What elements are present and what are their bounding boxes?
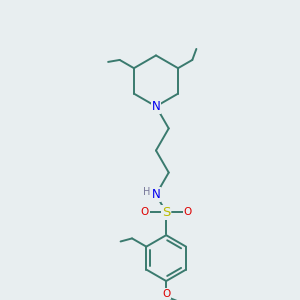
- Text: O: O: [140, 207, 149, 217]
- Text: S: S: [162, 206, 170, 219]
- Text: O: O: [184, 207, 192, 217]
- Text: N: N: [152, 188, 160, 201]
- Text: N: N: [152, 100, 160, 113]
- Text: O: O: [162, 289, 170, 298]
- Text: H: H: [143, 187, 150, 196]
